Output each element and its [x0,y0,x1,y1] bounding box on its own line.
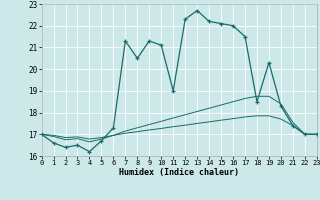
X-axis label: Humidex (Indice chaleur): Humidex (Indice chaleur) [119,168,239,177]
